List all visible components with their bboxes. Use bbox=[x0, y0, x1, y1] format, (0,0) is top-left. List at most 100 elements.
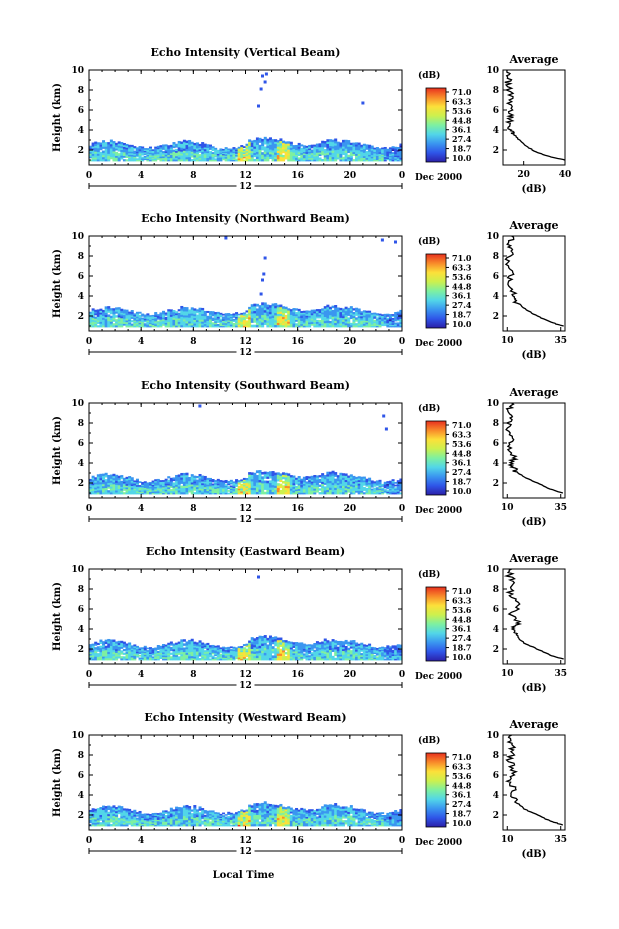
echo-cell bbox=[190, 321, 194, 324]
echo-cell bbox=[195, 311, 199, 314]
echo-cell bbox=[331, 649, 335, 653]
date-label-bg bbox=[236, 513, 255, 523]
echo-cell bbox=[344, 320, 348, 324]
echo-cell bbox=[388, 150, 392, 152]
echo-cell bbox=[308, 481, 312, 484]
echo-cell bbox=[175, 478, 179, 482]
average-y-tick-label: 10 bbox=[486, 399, 499, 409]
echo-cell bbox=[381, 654, 385, 657]
echo-cell bbox=[266, 306, 270, 310]
echo-cell bbox=[263, 640, 267, 643]
echo-cell bbox=[282, 656, 286, 659]
echo-cell bbox=[295, 149, 299, 152]
echo-cell bbox=[336, 486, 340, 489]
echo-cell bbox=[342, 656, 346, 659]
echo-cell bbox=[287, 479, 291, 483]
echo-cell bbox=[151, 316, 155, 318]
echo-cell bbox=[274, 322, 278, 326]
echo-cell bbox=[279, 156, 283, 160]
echo-cell bbox=[201, 157, 205, 160]
echo-cell bbox=[261, 638, 265, 642]
echo-cell bbox=[321, 481, 325, 484]
echo-cell bbox=[362, 478, 366, 481]
echo-cell bbox=[222, 324, 226, 327]
echo-cell bbox=[396, 485, 400, 488]
echo-cell bbox=[162, 144, 166, 147]
echo-cell bbox=[381, 657, 385, 660]
echo-cell bbox=[120, 646, 124, 649]
echo-cell bbox=[391, 489, 395, 492]
echo-cell bbox=[368, 480, 372, 483]
echo-cell bbox=[368, 643, 372, 646]
echo-cell bbox=[222, 320, 226, 323]
echo-cell bbox=[297, 646, 301, 649]
echo-cell bbox=[188, 317, 192, 320]
echo-cell bbox=[245, 317, 249, 320]
echo-cell bbox=[313, 144, 317, 147]
echo-cell bbox=[235, 652, 239, 655]
echo-cell bbox=[302, 478, 306, 481]
echo-cell bbox=[357, 325, 361, 328]
echo-cell bbox=[169, 146, 173, 149]
echo-cell bbox=[360, 642, 364, 645]
echo-cell bbox=[365, 649, 369, 652]
echo-cell bbox=[169, 151, 173, 154]
echo-cell bbox=[308, 152, 312, 155]
echo-cell bbox=[235, 483, 239, 486]
echo-cell bbox=[222, 321, 226, 324]
average-y-tick-label: 2 bbox=[493, 146, 499, 156]
echo-cell bbox=[107, 145, 111, 149]
echo-cell bbox=[315, 644, 319, 648]
echo-cell bbox=[120, 151, 124, 154]
echo-cell bbox=[368, 154, 372, 157]
echo-cell bbox=[91, 481, 95, 484]
echo-cell bbox=[347, 150, 351, 154]
echo-cell bbox=[240, 655, 244, 658]
echo-cell bbox=[370, 145, 374, 148]
echo-cell bbox=[386, 323, 390, 325]
echo-cell bbox=[148, 657, 152, 660]
echo-cell bbox=[370, 314, 374, 317]
echo-cell bbox=[102, 315, 106, 318]
echo-cell bbox=[284, 324, 288, 328]
echo-cell bbox=[378, 488, 382, 491]
echo-cell bbox=[274, 305, 278, 309]
echo-cell bbox=[216, 492, 220, 495]
echo-cell bbox=[125, 154, 129, 157]
echo-cell bbox=[334, 307, 338, 310]
echo-cell bbox=[206, 658, 210, 661]
echo-cell bbox=[120, 490, 124, 493]
echo-cell bbox=[323, 486, 327, 489]
echo-cell bbox=[237, 485, 241, 488]
echo-cell bbox=[216, 486, 220, 489]
echo-cell bbox=[190, 640, 194, 644]
echo-cell bbox=[151, 152, 155, 155]
echo-cell bbox=[201, 315, 205, 318]
echo-cell bbox=[222, 150, 226, 152]
echo-cell bbox=[193, 315, 197, 319]
echo-cell bbox=[109, 150, 113, 153]
echo-cell bbox=[115, 646, 119, 650]
echo-cell bbox=[115, 492, 119, 495]
echo-cell bbox=[305, 647, 309, 650]
echo-cell bbox=[128, 645, 132, 649]
echo-cell bbox=[245, 482, 249, 485]
echo-cell bbox=[164, 656, 168, 659]
echo-cell bbox=[315, 641, 319, 644]
echo-cell bbox=[399, 486, 403, 489]
echo-cell bbox=[130, 149, 134, 152]
echo-cell bbox=[386, 149, 390, 152]
echo-cell bbox=[219, 491, 223, 493]
echo-cell bbox=[99, 641, 103, 645]
echo-cell bbox=[362, 652, 366, 655]
echo-cell bbox=[151, 658, 155, 661]
echo-cell bbox=[323, 482, 327, 485]
echo-cell bbox=[362, 481, 366, 484]
echo-cell bbox=[190, 317, 194, 320]
echo-cell bbox=[396, 488, 400, 491]
echo-cell bbox=[130, 646, 134, 649]
echo-cell bbox=[198, 309, 202, 312]
echo-cell bbox=[242, 318, 246, 321]
echo-cell bbox=[167, 149, 171, 152]
echo-cell bbox=[365, 656, 369, 659]
